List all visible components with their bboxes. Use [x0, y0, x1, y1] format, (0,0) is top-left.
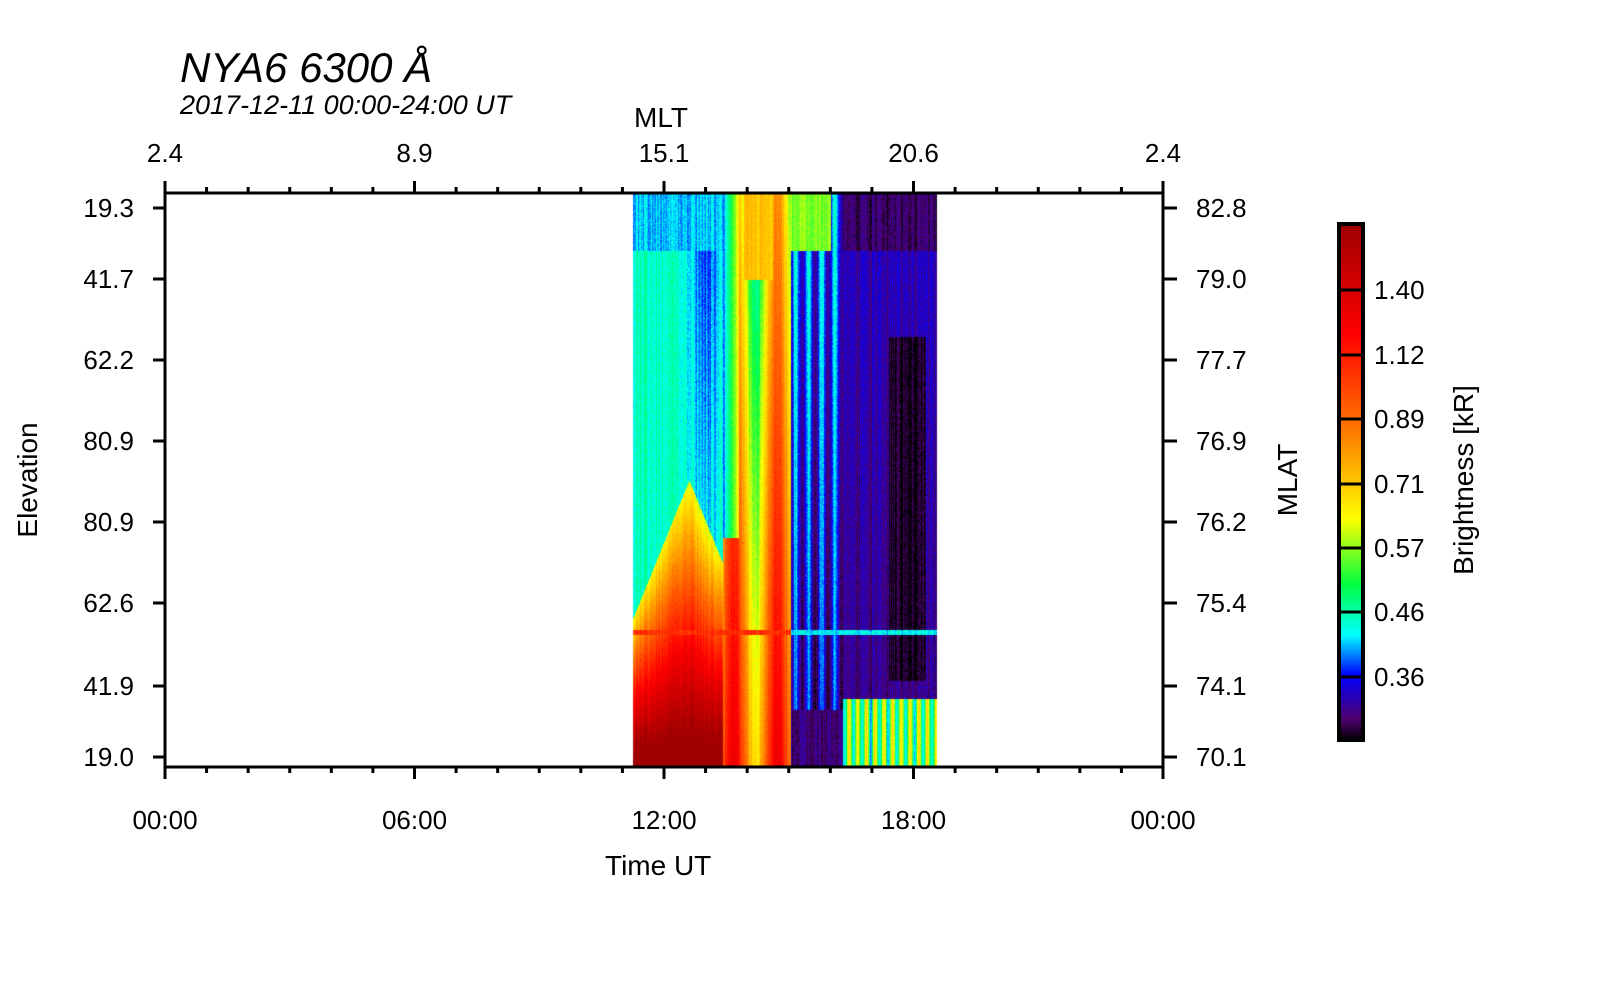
colorbar-tick-label: 0.46	[1374, 597, 1425, 627]
keogram-image	[165, 193, 1163, 767]
y-tick-label: 80.9	[83, 426, 134, 456]
top-tick-label: 8.9	[396, 138, 433, 168]
y-tick-label: 62.6	[83, 588, 134, 618]
x-axis-label: Time UT	[605, 850, 712, 881]
right-y-tick-label: 82.8	[1196, 193, 1247, 223]
x-tick-label: 00:00	[132, 805, 198, 835]
colorbar-tick-label: 0.71	[1374, 469, 1425, 499]
x-tick-label: 00:00	[1130, 805, 1196, 835]
right-y-tick-label: 76.9	[1196, 426, 1247, 456]
right-y-tick-label: 74.1	[1196, 671, 1247, 701]
top-tick-label: 20.6	[888, 138, 939, 168]
right-y-tick-label: 79.0	[1196, 264, 1247, 294]
colorbar-tick-label: 1.40	[1374, 275, 1425, 305]
y-tick-label: 19.3	[83, 193, 134, 223]
top-axis-label: MLT	[634, 102, 688, 133]
right-y-tick-label: 77.7	[1196, 345, 1247, 375]
top-tick-label: 2.4	[1144, 138, 1182, 168]
plot-frame	[163, 191, 1165, 769]
x-tick-label: 18:00	[880, 805, 947, 835]
x-tick-label: 12:00	[631, 805, 697, 835]
right-axis-label: MLAT	[1272, 443, 1303, 517]
y-tick-label: 19.0	[83, 742, 134, 772]
right-y-tick-label: 70.1	[1196, 742, 1247, 772]
colorbar-label: Brightness [kR]	[1448, 385, 1479, 575]
colorbar-gradient	[1339, 224, 1363, 740]
top-tick-label: 15.1	[638, 138, 690, 168]
y-tick-label: 62.2	[83, 345, 134, 375]
right-y-tick-label: 76.2	[1196, 507, 1247, 537]
colorbar-tick-label: 1.12	[1374, 340, 1425, 370]
x-tick-label: 06:00	[381, 805, 448, 835]
colorbar-tick-label: 0.89	[1374, 404, 1425, 434]
colorbar-tick-label: 0.57	[1374, 533, 1425, 563]
top-tick-label: 2.4	[146, 138, 184, 168]
y-tick-label: 41.9	[83, 671, 134, 701]
right-y-tick-label: 75.4	[1196, 588, 1247, 618]
y-tick-label: 80.9	[83, 507, 134, 537]
chart-subtitle: 2017-12-11 00:00-24:00 UT	[180, 90, 512, 120]
y-axis-label: Elevation	[12, 422, 43, 538]
chart-title: NYA6 6300 Å	[180, 44, 433, 91]
colorbar-tick-label: 0.36	[1374, 662, 1425, 692]
colorbar-frame	[1337, 222, 1365, 742]
y-tick-label: 41.7	[83, 264, 134, 294]
